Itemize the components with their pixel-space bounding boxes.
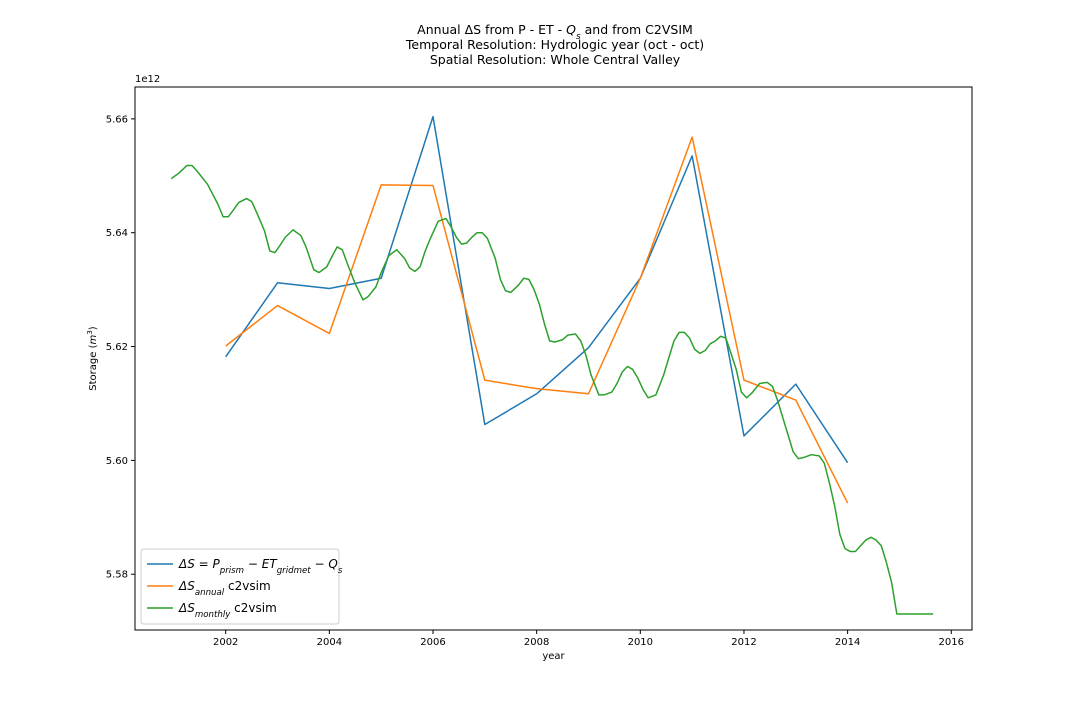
y-offset-label: 1e12 (135, 74, 160, 85)
y-tick-label: 5.66 (106, 114, 128, 125)
y-tick-label: 5.62 (106, 342, 128, 353)
chart-title-line: Spatial Resolution: Whole Central Valley (430, 52, 681, 67)
series-line-2 (225, 136, 849, 504)
y-tick-label: 5.64 (106, 228, 128, 239)
x-tick-label: 2014 (835, 637, 860, 648)
y-axis: 5.58 5.60 5.62 5.64 5.66 (106, 114, 135, 581)
y-tick-label: 5.58 (106, 570, 128, 581)
x-axis-label: year (542, 651, 565, 662)
legend-box (140, 548, 340, 625)
x-tick-label: 2012 (731, 637, 756, 648)
plot-area-frame (134, 86, 973, 631)
chart-title-line: Temporal Resolution: Hydrologic year (oc… (405, 37, 704, 52)
y-tick-label: 5.60 (106, 456, 128, 467)
legend: ΔS = Pprism − ETgridmet − Qs ΔSannual c2v… (140, 548, 343, 625)
x-tick-label: 2010 (628, 637, 653, 648)
series-line-3 (170, 164, 934, 615)
legend-label: ΔSannual c2vsim (178, 579, 271, 598)
legend-label: ΔS = Pprism − ETgridmet − Qs (178, 557, 343, 576)
chart-title: Annual ΔS from P - ET - Qs and from C2VS… (405, 22, 704, 67)
x-tick-label: 2006 (420, 637, 445, 648)
series-lines (170, 115, 934, 615)
y-axis-label: Storage (m3) (85, 326, 100, 391)
x-tick-label: 2002 (213, 637, 238, 648)
x-tick-label: 2016 (939, 637, 964, 648)
series-line-1 (225, 115, 849, 464)
x-tick-label: 2008 (524, 637, 549, 648)
legend-label: ΔSmonthly c2vsim (178, 601, 277, 620)
x-axis: 2002 2004 2006 2008 2010 2012 2014 2016 (213, 630, 964, 648)
x-tick-label: 2004 (317, 637, 342, 648)
chart-title-line: Annual ΔS from P - ET - Qs and from C2VS… (417, 22, 693, 42)
